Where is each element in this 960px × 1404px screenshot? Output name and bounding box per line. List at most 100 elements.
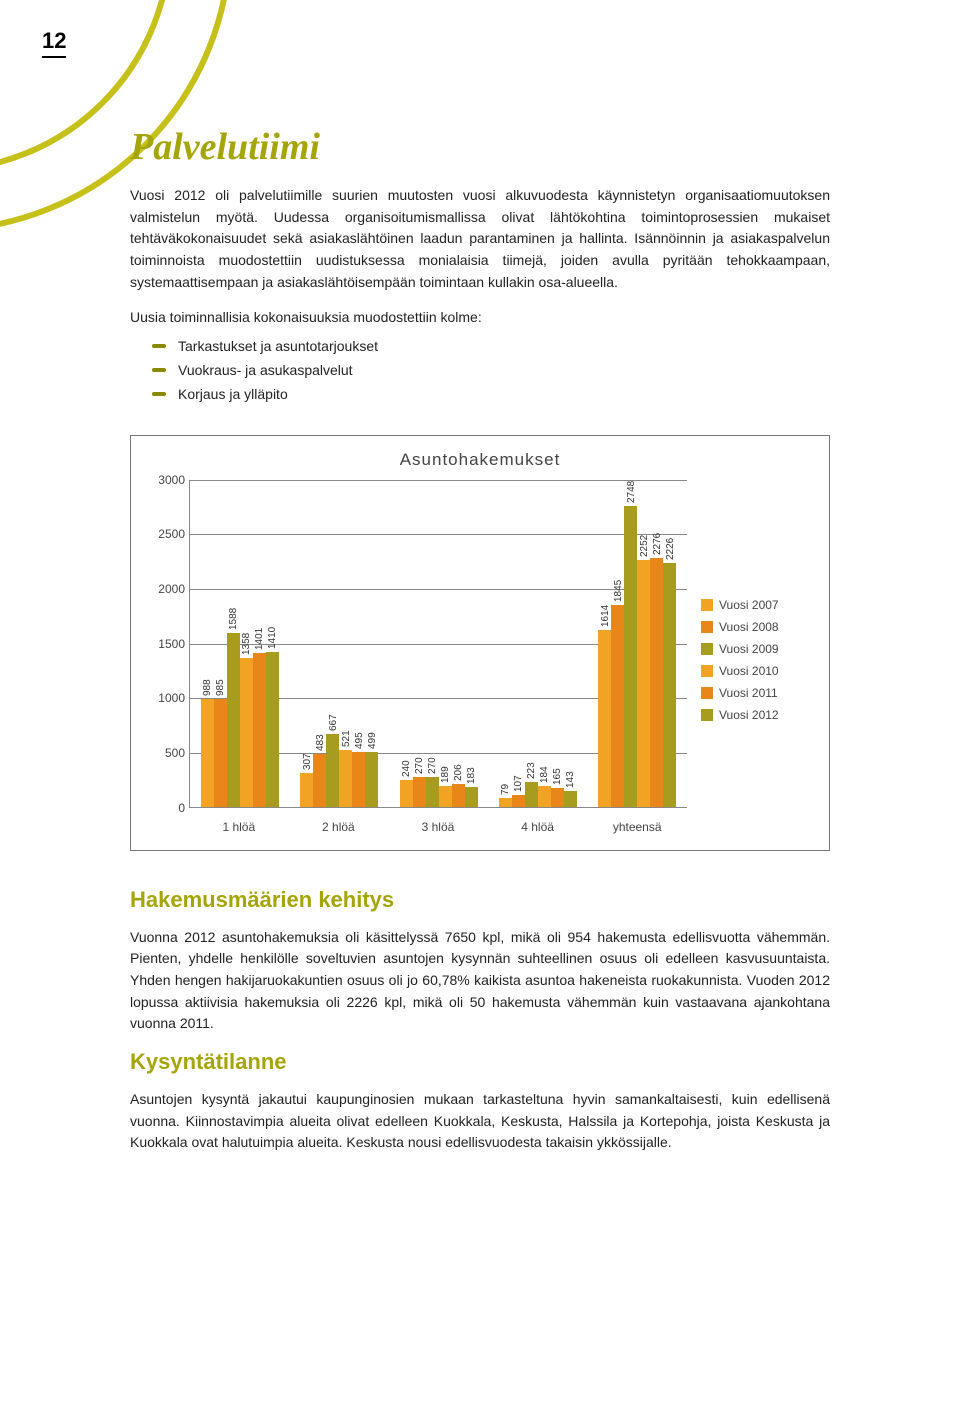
bar-group: 9889851588135814011410	[190, 480, 289, 807]
bar: 270	[413, 777, 426, 807]
legend-item: Vuosi 2011	[701, 686, 817, 700]
chart-title: Asuntohakemukset	[143, 450, 817, 470]
bar-value: 499	[367, 732, 378, 752]
y-axis-tick: 2500	[143, 527, 185, 541]
list-item: Vuokraus- ja asukaspalvelut	[178, 359, 830, 383]
bar: 270	[426, 777, 439, 807]
x-axis-label: 3 hlöä	[388, 812, 488, 840]
list-intro: Uusia toiminnallisia kokonaisuuksia muod…	[130, 307, 830, 329]
group-list: Tarkastukset ja asuntotarjoukset Vuokrau…	[130, 335, 830, 406]
page-title: Palvelutiimi	[130, 125, 830, 169]
list-item: Tarkastukset ja asuntotarjoukset	[178, 335, 830, 359]
legend-swatch	[701, 665, 713, 677]
bar: 1410	[266, 652, 279, 806]
bar-group: 161418452748225222762226	[588, 480, 687, 807]
bar: 165	[551, 788, 564, 806]
bar-value: 183	[466, 767, 477, 787]
bar: 985	[214, 699, 227, 807]
legend-label: Vuosi 2008	[719, 620, 779, 634]
y-axis-tick: 1000	[143, 691, 185, 705]
list-item: Korjaus ja ylläpito	[178, 383, 830, 407]
y-axis-tick: 3000	[143, 473, 185, 487]
bar: 2252	[637, 560, 650, 806]
bar-value: 206	[453, 764, 464, 784]
bar-value: 240	[401, 761, 412, 781]
x-axis-label: 4 hlöä	[488, 812, 588, 840]
x-axis-label: 1 hlöä	[189, 812, 289, 840]
bar-value: 79	[500, 784, 511, 798]
bar-value: 1845	[613, 580, 624, 605]
bar: 240	[400, 780, 413, 806]
bar: 495	[352, 752, 365, 806]
legend-swatch	[701, 709, 713, 721]
bar: 1358	[240, 658, 253, 806]
bar: 2226	[663, 563, 676, 806]
legend-label: Vuosi 2012	[719, 708, 779, 722]
bar-value: 495	[354, 733, 365, 753]
bar-group: 79107223184165143	[488, 480, 587, 807]
bar: 667	[326, 734, 339, 807]
bar-value: 1410	[267, 627, 278, 652]
bar: 483	[313, 754, 326, 807]
legend-label: Vuosi 2010	[719, 664, 779, 678]
section-body: Vuonna 2012 asuntohakemuksia oli käsitte…	[130, 927, 830, 1035]
x-axis-label: 2 hlöä	[289, 812, 389, 840]
bar-value: 521	[341, 730, 352, 750]
y-axis-tick: 500	[143, 746, 185, 760]
bar: 1588	[227, 633, 240, 807]
bar-value: 667	[328, 714, 339, 734]
legend-item: Vuosi 2009	[701, 642, 817, 656]
legend-label: Vuosi 2009	[719, 642, 779, 656]
section-body: Asuntojen kysyntä jakautui kaupunginosie…	[130, 1089, 830, 1154]
chart-legend: Vuosi 2007 Vuosi 2008 Vuosi 2009 Vuosi 2010…	[687, 480, 817, 840]
bar-value: 988	[202, 679, 213, 699]
legend-swatch	[701, 643, 713, 655]
bar-value: 1588	[228, 608, 239, 633]
bar-value: 270	[414, 757, 425, 777]
bar-value: 1401	[254, 628, 265, 653]
section-heading: Kysyntätilanne	[130, 1049, 830, 1075]
legend-item: Vuosi 2007	[701, 598, 817, 612]
legend-item: Vuosi 2012	[701, 708, 817, 722]
bar: 307	[300, 773, 313, 807]
bar-value: 483	[315, 734, 326, 754]
bar: 499	[365, 752, 378, 807]
legend-item: Vuosi 2010	[701, 664, 817, 678]
x-axis-label: yhteensä	[587, 812, 687, 840]
bar: 189	[439, 786, 452, 807]
bar-value: 223	[526, 762, 537, 782]
bar-value: 165	[552, 769, 563, 789]
legend-label: Vuosi 2011	[719, 686, 778, 700]
bar: 521	[339, 750, 352, 807]
bar-value: 184	[539, 767, 550, 787]
bar: 2748	[624, 506, 637, 806]
intro-paragraph: Vuosi 2012 oli palvelutiimille suurien m…	[130, 185, 830, 293]
y-axis-tick: 1500	[143, 637, 185, 651]
page-number: 12	[42, 28, 66, 58]
bar-value: 1358	[241, 633, 252, 658]
bar: 107	[512, 795, 525, 807]
bar: 223	[525, 782, 538, 806]
bar: 184	[538, 786, 551, 806]
bar-value: 189	[440, 766, 451, 786]
bar: 988	[201, 699, 214, 807]
bar: 183	[465, 787, 478, 807]
bar-value: 2276	[652, 532, 663, 557]
section-heading: Hakemusmäärien kehitys	[130, 887, 830, 913]
legend-swatch	[701, 621, 713, 633]
bar-value: 985	[215, 679, 226, 699]
bar: 2276	[650, 558, 663, 807]
bar: 143	[564, 791, 577, 807]
bar-value: 307	[302, 753, 313, 773]
bar-value: 2748	[626, 481, 637, 506]
bar: 1845	[611, 605, 624, 807]
bar: 1401	[253, 653, 266, 806]
bar-value: 270	[427, 757, 438, 777]
bar-group: 240270270189206183	[389, 480, 488, 807]
bar-value: 2252	[639, 535, 650, 560]
bar: 1614	[598, 630, 611, 806]
bar-value: 1614	[600, 605, 611, 630]
y-axis-tick: 0	[143, 801, 185, 815]
bar: 79	[499, 798, 512, 807]
y-axis-tick: 2000	[143, 582, 185, 596]
